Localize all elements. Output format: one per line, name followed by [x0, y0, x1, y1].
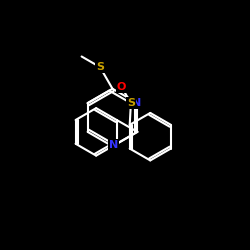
Text: S: S: [127, 98, 135, 108]
Text: N: N: [109, 140, 118, 150]
Text: S: S: [96, 62, 104, 72]
Text: N: N: [132, 98, 141, 108]
Text: O: O: [117, 82, 126, 92]
